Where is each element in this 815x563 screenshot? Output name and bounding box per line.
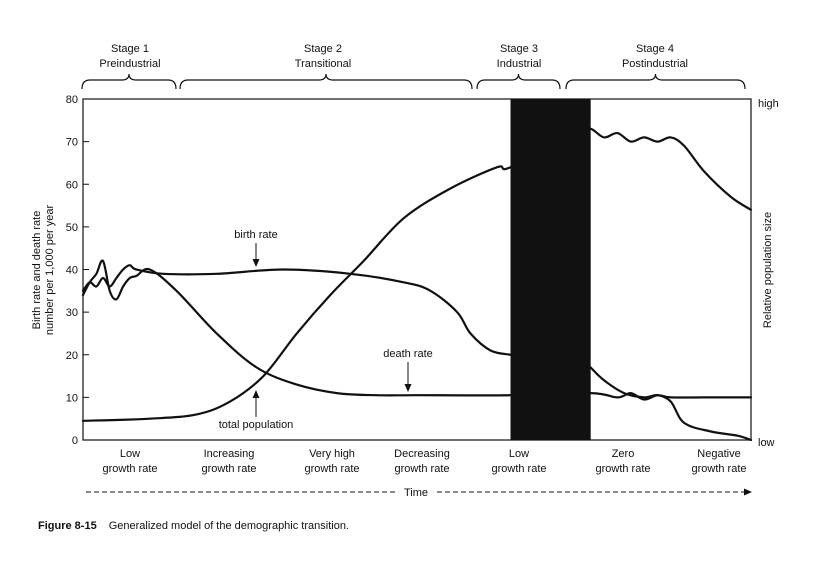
stage-brace bbox=[565, 73, 746, 90]
stage-1-label: Preindustrial bbox=[99, 58, 160, 70]
growth-rate-label: growth rate bbox=[691, 463, 746, 475]
growth-rate-label: growth rate bbox=[595, 463, 650, 475]
series-line-birth-rate bbox=[81, 264, 512, 356]
stage-4-name: Stage 4 bbox=[636, 43, 674, 55]
series-lines bbox=[81, 126, 753, 442]
right-axis-high-label: high bbox=[758, 98, 779, 110]
stage-brace bbox=[81, 73, 177, 90]
stage-1-name: Stage 1 bbox=[111, 43, 149, 55]
figure-caption: Figure 8-15 Generalized model of the demo… bbox=[38, 520, 349, 532]
stage-2-label: Transitional bbox=[295, 58, 351, 70]
stage-labels: Stage 1 Preindustrial Stage 2 Transition… bbox=[99, 43, 688, 70]
y-tick-label: 20 bbox=[66, 350, 78, 362]
y-tick-label: 0 bbox=[72, 435, 78, 447]
stage-braces bbox=[81, 73, 746, 90]
death-rate-arrowhead bbox=[404, 384, 412, 392]
stage-4-label: Postindustrial bbox=[622, 58, 688, 70]
right-axis-label: Relative population size bbox=[762, 212, 774, 328]
figure-caption-text: Generalized model of the demographic tra… bbox=[108, 520, 349, 532]
growth-rate-label: growth rate bbox=[304, 463, 359, 475]
y-tick-label: 70 bbox=[66, 137, 78, 149]
y-axis-ticks: 0 10 20 30 40 50 60 70 80 bbox=[66, 94, 89, 447]
industrial-stage-shading bbox=[510, 99, 591, 440]
stage-3-label: Industrial bbox=[497, 58, 542, 70]
growth-rate-label: Zero bbox=[612, 448, 635, 460]
left-axis-label-line-1: Birth rate and death rate bbox=[31, 211, 43, 330]
birth-rate-annotation: birth rate bbox=[234, 229, 277, 241]
growth-rate-label: growth rate bbox=[201, 463, 256, 475]
plot-frame bbox=[82, 98, 752, 441]
stage-brace bbox=[476, 73, 561, 90]
series-line-death-rate bbox=[81, 259, 753, 401]
death-rate-annotation: death rate bbox=[383, 348, 433, 360]
left-axis-label-line-2: number per 1,000 per year bbox=[44, 205, 56, 336]
growth-rate-label: Low bbox=[509, 448, 529, 460]
stage-2-name: Stage 2 bbox=[304, 43, 342, 55]
growth-rate-label: Low bbox=[120, 448, 140, 460]
stage-3-name: Stage 3 bbox=[500, 43, 538, 55]
growth-rate-label: growth rate bbox=[394, 463, 449, 475]
growth-rate-label: growth rate bbox=[102, 463, 157, 475]
total-population-arrowhead bbox=[252, 390, 260, 398]
series-line-total-population bbox=[81, 126, 753, 422]
figure-number: Figure 8-15 bbox=[38, 520, 97, 532]
right-axis-low-label: low bbox=[758, 437, 775, 449]
total-population-annotation: total population bbox=[219, 419, 294, 431]
growth-rate-label: growth rate bbox=[491, 463, 546, 475]
growth-rate-label: Decreasing bbox=[394, 448, 450, 460]
y-tick-label: 60 bbox=[66, 179, 78, 191]
stage-brace bbox=[179, 73, 473, 90]
series-line-population-decline bbox=[589, 366, 753, 442]
growth-rate-label: Increasing bbox=[204, 448, 255, 460]
y-tick-label: 10 bbox=[66, 392, 78, 404]
growth-rate-label: Very high bbox=[309, 448, 355, 460]
growth-rate-label: Negative bbox=[697, 448, 740, 460]
time-axis-arrowhead bbox=[744, 488, 752, 496]
y-tick-label: 50 bbox=[66, 222, 78, 234]
growth-rate-labels: Low growth rate Increasing growth rate Very … bbox=[102, 448, 746, 475]
y-tick-label: 80 bbox=[66, 94, 78, 106]
birth-rate-arrowhead bbox=[252, 259, 260, 267]
y-tick-label: 40 bbox=[66, 265, 78, 277]
time-axis-label: Time bbox=[404, 487, 428, 499]
y-tick-label: 30 bbox=[66, 307, 78, 319]
